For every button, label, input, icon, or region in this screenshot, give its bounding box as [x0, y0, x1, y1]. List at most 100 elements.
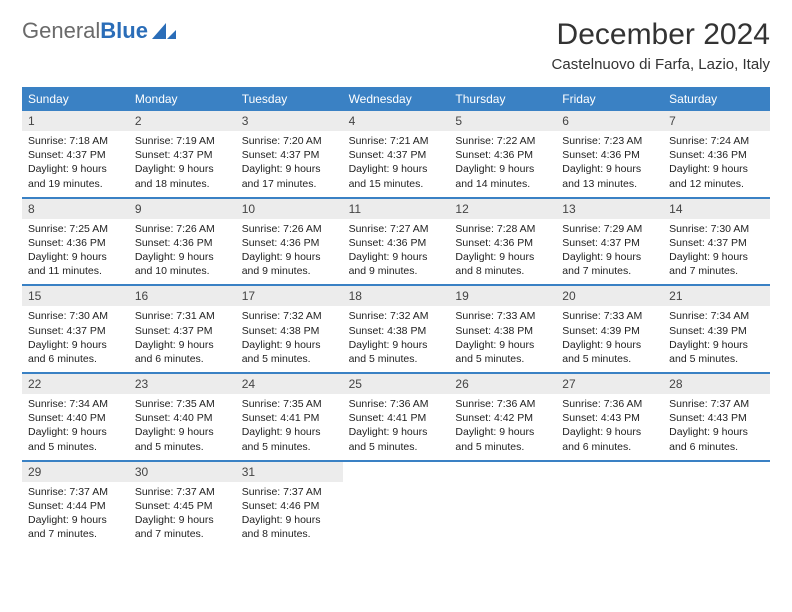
day-details: Sunrise: 7:34 AMSunset: 4:39 PMDaylight:…	[663, 306, 770, 372]
sunset-text: Sunset: 4:37 PM	[135, 324, 230, 338]
daylight-text-1: Daylight: 9 hours	[28, 250, 123, 264]
sunset-text: Sunset: 4:43 PM	[562, 411, 657, 425]
weekday-header: Monday	[129, 87, 236, 111]
daylight-text-2: and 6 minutes.	[562, 440, 657, 454]
sunrise-text: Sunrise: 7:26 AM	[135, 222, 230, 236]
sunrise-text: Sunrise: 7:37 AM	[669, 397, 764, 411]
sunrise-text: Sunrise: 7:34 AM	[669, 309, 764, 323]
day-number: 24	[236, 374, 343, 394]
title-block: December 2024 Castelnuovo di Farfa, Lazi…	[552, 18, 770, 73]
sunset-text: Sunset: 4:38 PM	[349, 324, 444, 338]
day-cell: 22Sunrise: 7:34 AMSunset: 4:40 PMDayligh…	[22, 374, 129, 460]
day-cell: 1Sunrise: 7:18 AMSunset: 4:37 PMDaylight…	[22, 111, 129, 197]
day-details: Sunrise: 7:33 AMSunset: 4:39 PMDaylight:…	[556, 306, 663, 372]
day-details: Sunrise: 7:26 AMSunset: 4:36 PMDaylight:…	[129, 219, 236, 285]
day-number: 14	[663, 199, 770, 219]
daylight-text-1: Daylight: 9 hours	[349, 338, 444, 352]
daylight-text-1: Daylight: 9 hours	[349, 425, 444, 439]
weekday-header: Sunday	[22, 87, 129, 111]
day-details: Sunrise: 7:37 AMSunset: 4:45 PMDaylight:…	[129, 482, 236, 548]
day-details: Sunrise: 7:31 AMSunset: 4:37 PMDaylight:…	[129, 306, 236, 372]
empty-day-cell	[449, 462, 556, 548]
day-details: Sunrise: 7:33 AMSunset: 4:38 PMDaylight:…	[449, 306, 556, 372]
sunset-text: Sunset: 4:38 PM	[242, 324, 337, 338]
empty-day-cell	[343, 462, 450, 548]
daylight-text-2: and 12 minutes.	[669, 177, 764, 191]
day-number: 31	[236, 462, 343, 482]
sunset-text: Sunset: 4:39 PM	[562, 324, 657, 338]
day-details: Sunrise: 7:22 AMSunset: 4:36 PMDaylight:…	[449, 131, 556, 197]
day-number: 21	[663, 286, 770, 306]
sunset-text: Sunset: 4:37 PM	[349, 148, 444, 162]
day-cell: 16Sunrise: 7:31 AMSunset: 4:37 PMDayligh…	[129, 286, 236, 372]
sunrise-text: Sunrise: 7:23 AM	[562, 134, 657, 148]
sunset-text: Sunset: 4:36 PM	[562, 148, 657, 162]
day-cell: 17Sunrise: 7:32 AMSunset: 4:38 PMDayligh…	[236, 286, 343, 372]
day-details: Sunrise: 7:37 AMSunset: 4:46 PMDaylight:…	[236, 482, 343, 548]
daylight-text-2: and 5 minutes.	[562, 352, 657, 366]
daylight-text-1: Daylight: 9 hours	[455, 425, 550, 439]
sunset-text: Sunset: 4:45 PM	[135, 499, 230, 513]
sunrise-text: Sunrise: 7:21 AM	[349, 134, 444, 148]
weekday-header: Wednesday	[343, 87, 450, 111]
day-number: 17	[236, 286, 343, 306]
daylight-text-2: and 5 minutes.	[455, 352, 550, 366]
sunrise-text: Sunrise: 7:27 AM	[349, 222, 444, 236]
day-cell: 12Sunrise: 7:28 AMSunset: 4:36 PMDayligh…	[449, 199, 556, 285]
daylight-text-1: Daylight: 9 hours	[669, 338, 764, 352]
day-cell: 7Sunrise: 7:24 AMSunset: 4:36 PMDaylight…	[663, 111, 770, 197]
daylight-text-2: and 5 minutes.	[135, 440, 230, 454]
daylight-text-2: and 13 minutes.	[562, 177, 657, 191]
day-cell: 9Sunrise: 7:26 AMSunset: 4:36 PMDaylight…	[129, 199, 236, 285]
day-number: 4	[343, 111, 450, 131]
calendar: SundayMondayTuesdayWednesdayThursdayFrid…	[22, 87, 770, 547]
day-number: 18	[343, 286, 450, 306]
daylight-text-2: and 5 minutes.	[349, 352, 444, 366]
sunrise-text: Sunrise: 7:32 AM	[349, 309, 444, 323]
sunset-text: Sunset: 4:42 PM	[455, 411, 550, 425]
sunrise-text: Sunrise: 7:29 AM	[562, 222, 657, 236]
daylight-text-2: and 5 minutes.	[242, 352, 337, 366]
daylight-text-1: Daylight: 9 hours	[28, 162, 123, 176]
sunrise-text: Sunrise: 7:35 AM	[242, 397, 337, 411]
day-details: Sunrise: 7:36 AMSunset: 4:43 PMDaylight:…	[556, 394, 663, 460]
daylight-text-1: Daylight: 9 hours	[349, 250, 444, 264]
daylight-text-1: Daylight: 9 hours	[242, 513, 337, 527]
day-cell: 29Sunrise: 7:37 AMSunset: 4:44 PMDayligh…	[22, 462, 129, 548]
day-details: Sunrise: 7:36 AMSunset: 4:42 PMDaylight:…	[449, 394, 556, 460]
sunrise-text: Sunrise: 7:37 AM	[28, 485, 123, 499]
sunset-text: Sunset: 4:46 PM	[242, 499, 337, 513]
sunrise-text: Sunrise: 7:36 AM	[562, 397, 657, 411]
daylight-text-2: and 19 minutes.	[28, 177, 123, 191]
sunrise-text: Sunrise: 7:22 AM	[455, 134, 550, 148]
day-details: Sunrise: 7:37 AMSunset: 4:44 PMDaylight:…	[22, 482, 129, 548]
day-cell: 25Sunrise: 7:36 AMSunset: 4:41 PMDayligh…	[343, 374, 450, 460]
sunrise-text: Sunrise: 7:33 AM	[562, 309, 657, 323]
sunset-text: Sunset: 4:36 PM	[28, 236, 123, 250]
day-cell: 6Sunrise: 7:23 AMSunset: 4:36 PMDaylight…	[556, 111, 663, 197]
daylight-text-2: and 14 minutes.	[455, 177, 550, 191]
day-number: 16	[129, 286, 236, 306]
daylight-text-1: Daylight: 9 hours	[349, 162, 444, 176]
daylight-text-1: Daylight: 9 hours	[242, 250, 337, 264]
day-number: 1	[22, 111, 129, 131]
sunrise-text: Sunrise: 7:30 AM	[669, 222, 764, 236]
sunrise-text: Sunrise: 7:25 AM	[28, 222, 123, 236]
daylight-text-2: and 17 minutes.	[242, 177, 337, 191]
day-number: 30	[129, 462, 236, 482]
day-number: 22	[22, 374, 129, 394]
day-number: 11	[343, 199, 450, 219]
sunrise-text: Sunrise: 7:37 AM	[135, 485, 230, 499]
daylight-text-2: and 18 minutes.	[135, 177, 230, 191]
daylight-text-1: Daylight: 9 hours	[562, 338, 657, 352]
day-cell: 28Sunrise: 7:37 AMSunset: 4:43 PMDayligh…	[663, 374, 770, 460]
day-details: Sunrise: 7:37 AMSunset: 4:43 PMDaylight:…	[663, 394, 770, 460]
brand-name-part2: Blue	[100, 18, 148, 43]
weekday-header: Friday	[556, 87, 663, 111]
sunrise-text: Sunrise: 7:36 AM	[455, 397, 550, 411]
daylight-text-1: Daylight: 9 hours	[562, 425, 657, 439]
daylight-text-1: Daylight: 9 hours	[135, 425, 230, 439]
day-details: Sunrise: 7:27 AMSunset: 4:36 PMDaylight:…	[343, 219, 450, 285]
daylight-text-1: Daylight: 9 hours	[562, 250, 657, 264]
day-cell: 19Sunrise: 7:33 AMSunset: 4:38 PMDayligh…	[449, 286, 556, 372]
